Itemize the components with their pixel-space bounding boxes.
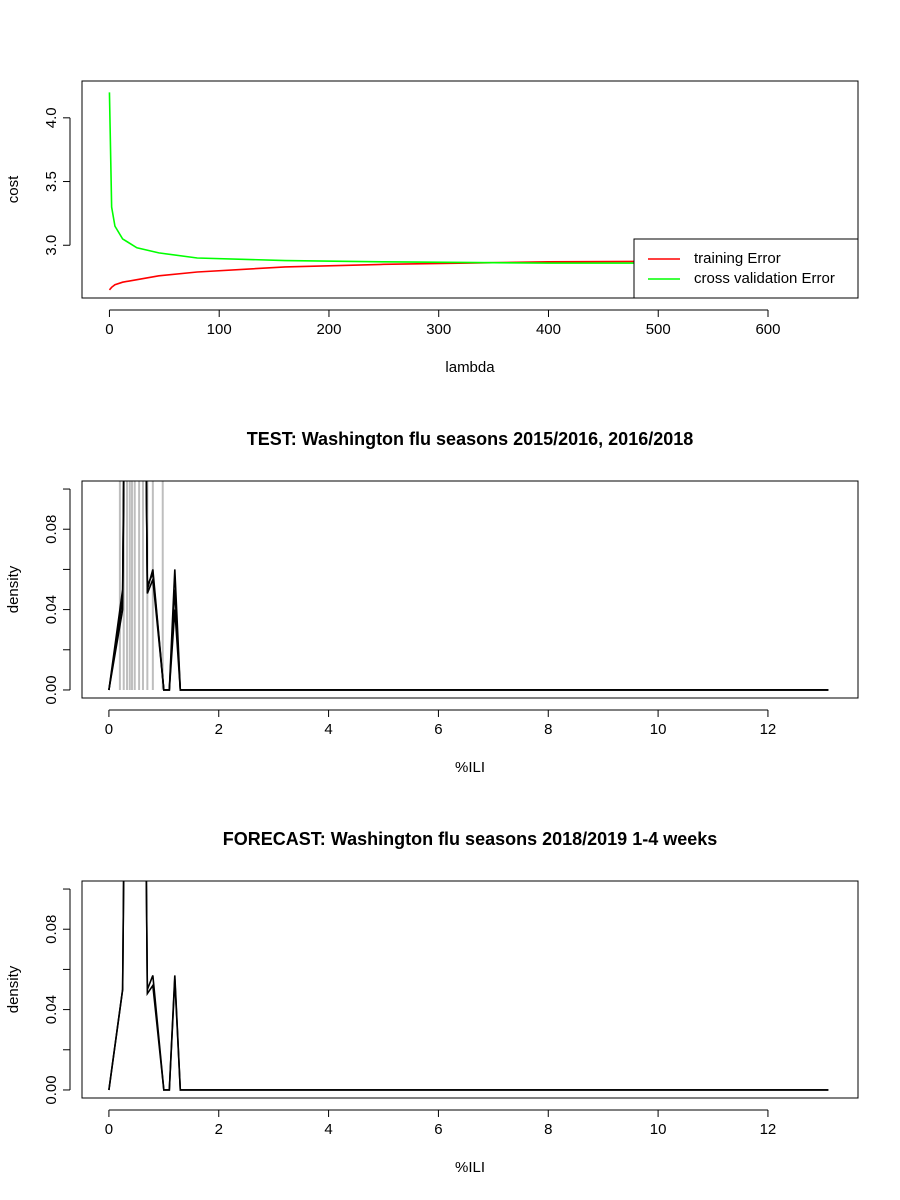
plot-area [108,92,829,291]
series-line [108,481,829,691]
x-tick-label: 2 [215,1121,223,1138]
x-tick-label: 0 [105,321,113,338]
x-tick-label: 12 [760,1121,777,1138]
chart-title: TEST: Washington flu seasons 2015/2016, … [247,429,694,449]
x-tick-label: 600 [755,321,780,338]
legend-box [633,238,859,299]
x-axis-label: %ILI [455,1159,485,1176]
y-axis-label: cost [5,175,22,203]
x-tick-label: 400 [536,321,561,338]
x-tick-label: 500 [646,321,671,338]
x-tick-label: 10 [650,1121,667,1138]
x-tick-label: 12 [760,721,777,738]
series-line [108,881,829,1091]
x-tick-label: 300 [426,321,451,338]
y-tick-label: 3.5 [43,171,60,192]
legend-label: cross validation Error [694,270,835,287]
chart: lambda cost 0 100 200 300 400 500 600 3.0 3.5 4.0 tr… [5,80,859,376]
chart: FORECAST: Washington flu seasons 2018/20… [5,829,859,1176]
x-tick-label: 100 [207,321,232,338]
x-axis-label: lambda [445,359,495,376]
plot-area [108,481,829,691]
plot-area [108,881,829,1091]
x-tick-label: 8 [544,721,552,738]
y-axis-label: density [5,965,22,1013]
y-tick-label: 0.00 [43,675,60,704]
plot-frame [81,80,859,299]
series-line [108,259,829,291]
y-tick-label: 0.00 [43,1075,60,1104]
x-tick-label: 10 [650,721,667,738]
y-tick-label: 4.0 [43,107,60,128]
chart: TEST: Washington flu seasons 2015/2016, … [5,429,859,776]
plot-frame [81,480,859,699]
y-axis-label: density [5,565,22,613]
series-line [108,881,829,1091]
y-tick-label: 0.08 [43,515,60,544]
y-tick-label: 0.08 [43,915,60,944]
x-tick-label: 4 [324,721,332,738]
series-line [108,481,829,691]
x-tick-label: 200 [316,321,341,338]
x-tick-label: 0 [105,1121,113,1138]
x-tick-label: 6 [434,1121,442,1138]
x-tick-label: 0 [105,721,113,738]
x-axis-label: %ILI [455,759,485,776]
y-tick-label: 3.0 [43,235,60,256]
chart-title: FORECAST: Washington flu seasons 2018/20… [223,829,718,849]
series-line [108,92,829,264]
y-tick-label: 0.04 [43,995,60,1024]
y-tick-label: 0.04 [43,595,60,624]
series-line [108,481,829,691]
legend-label: training Error [694,250,781,267]
plot-frame [81,880,859,1099]
x-tick-label: 6 [434,721,442,738]
x-tick-label: 8 [544,1121,552,1138]
x-tick-label: 2 [215,721,223,738]
x-tick-label: 4 [324,1121,332,1138]
